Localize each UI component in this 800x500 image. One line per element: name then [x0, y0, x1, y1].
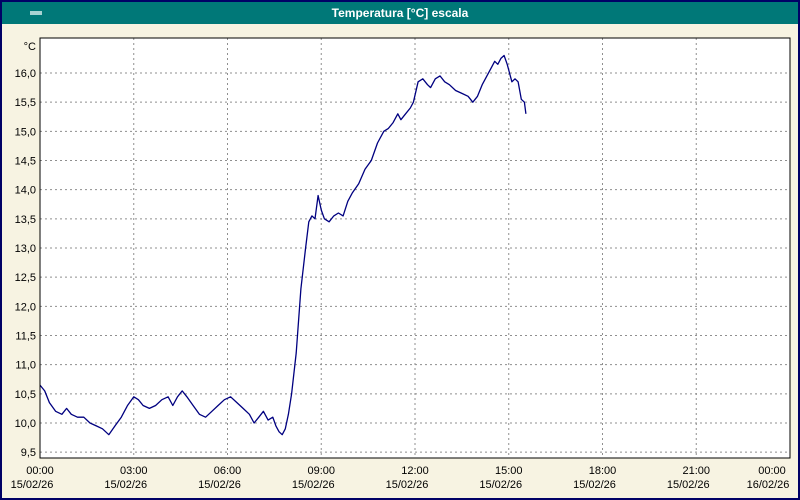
y-axis-tick-label: 10,0	[15, 418, 36, 430]
y-axis-tick-label: 14,5	[15, 156, 36, 168]
x-axis-date-label: 15/02/26	[479, 479, 522, 491]
y-axis-tick-label: 9,5	[21, 447, 36, 459]
y-axis-unit-label: °C	[24, 41, 36, 53]
x-axis-date-label: 15/02/26	[292, 479, 335, 491]
y-axis-tick-label: 12,0	[15, 301, 36, 313]
window-titlebar[interactable]: Temperatura [°C] escala	[2, 2, 798, 24]
y-axis-tick-label: 14,0	[15, 185, 36, 197]
x-axis-time-label: 00:00	[758, 465, 786, 477]
window-title: Temperatura [°C] escala	[331, 6, 469, 20]
y-axis-tick-label: 13,5	[15, 214, 36, 226]
y-axis-tick-label: 10,5	[15, 389, 36, 401]
x-axis-time-label: 18:00	[589, 465, 617, 477]
temperature-chart: °C 16,0 15,5 15,0 14,5 14,0 13,5 13,0 12,5 12,0 11…	[11, 37, 791, 491]
x-axis-time-label: 12:00	[401, 465, 429, 477]
x-axis-date-label: 15/02/26	[104, 479, 147, 491]
titlebar-icon	[30, 11, 42, 15]
y-axis-tick-label: 13,0	[15, 243, 36, 255]
y-axis-tick-label: 11,5	[15, 331, 36, 343]
x-axis-date-label: 15/02/26	[198, 479, 241, 491]
y-axis-tick-label: 11,0	[15, 360, 36, 372]
x-axis-time-label: 21:00	[682, 465, 710, 477]
y-axis-tick-label: 15,0	[15, 126, 36, 138]
x-axis-date-label: 15/02/26	[386, 479, 429, 491]
x-axis-date-label: 15/02/26	[667, 479, 710, 491]
x-axis-time-label: 03:00	[120, 465, 148, 477]
plot-border	[39, 37, 791, 459]
y-axis-tick-label: 15,5	[15, 97, 36, 109]
x-axis-time-label: 00:00	[26, 465, 54, 477]
x-axis-time-label: 06:00	[214, 465, 242, 477]
series-line	[39, 54, 527, 436]
chart-area: °C 16,0 15,5 15,0 14,5 14,0 13,5 13,0 12,5 12,0 11…	[2, 24, 798, 498]
y-axis-tick-label: 12,5	[15, 272, 36, 284]
x-axis-date-label: 15/02/26	[11, 479, 54, 491]
x-axis-date-label: 15/02/26	[573, 479, 616, 491]
y-axis-tick-label: 16,0	[15, 68, 36, 80]
x-axis-date-label: 16/02/26	[747, 479, 790, 491]
x-axis-time-label: 09:00	[307, 465, 335, 477]
x-axis-time-label: 15:00	[495, 465, 523, 477]
